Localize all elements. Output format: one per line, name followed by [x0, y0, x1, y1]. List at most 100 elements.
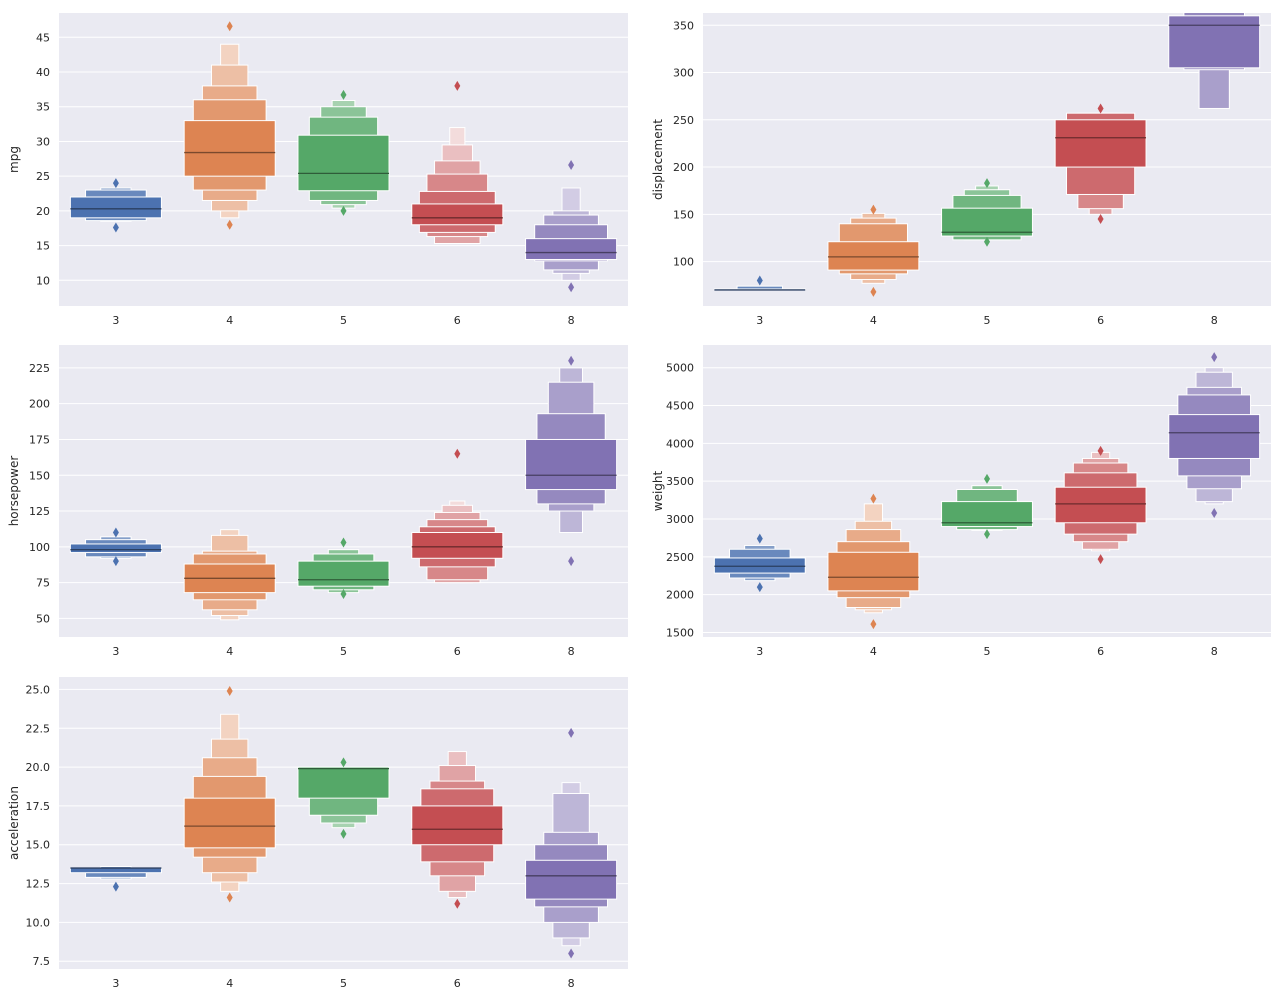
outlier-point: [984, 236, 990, 247]
y-tick-label: 75: [36, 577, 50, 590]
x-tick-label: 4: [226, 645, 233, 658]
boxen-8: [525, 727, 618, 959]
y-tick-label: 300: [673, 67, 694, 80]
outlier-point: [1211, 352, 1218, 363]
y-tick-label: 225: [29, 362, 50, 375]
outlier-point: [568, 948, 575, 959]
boxen-level-1: [297, 134, 390, 192]
boxen-6: [1054, 103, 1147, 225]
x-tick-label: 4: [870, 314, 877, 327]
y-tick-label: 20: [36, 205, 50, 218]
boxen-3: [69, 865, 162, 892]
y-tick-label: 35: [36, 101, 50, 114]
x-tick-label: 6: [454, 314, 461, 327]
outlier-point: [340, 205, 347, 216]
plot-area: [69, 685, 618, 959]
y-tick-label: 350: [673, 19, 694, 32]
y-tick-label: 17.5: [26, 800, 51, 813]
plot-area: [713, 352, 1261, 630]
boxen-level-1: [713, 557, 806, 574]
boxen-3: [69, 178, 162, 233]
outlier-point: [568, 355, 575, 366]
outlier-point: [984, 473, 990, 484]
y-axis-label: weight: [651, 470, 665, 511]
subplot-displacement: 100 150 200 250 300 350 3 4 5 6 8 displacement: [651, 13, 1271, 327]
outlier-point: [870, 619, 877, 630]
boxen-5: [941, 473, 1033, 540]
y-tick-label: 20.0: [26, 761, 51, 774]
outlier-point: [112, 556, 119, 567]
y-axis-label: acceleration: [7, 786, 21, 860]
y-tick-label: 150: [673, 208, 694, 221]
outlier-point: [756, 275, 763, 286]
boxen-3: [713, 275, 806, 291]
y-tick-label: 10.0: [26, 916, 51, 929]
outlier-point: [568, 727, 575, 738]
y-tick-label: 5000: [666, 362, 694, 375]
boxen-8: [525, 355, 618, 567]
y-tick-label: 125: [29, 505, 50, 518]
outlier-point: [340, 757, 347, 768]
y-tick-label: 30: [36, 135, 50, 148]
boxen-level-1: [941, 207, 1033, 237]
outlier-point: [1097, 445, 1104, 456]
outlier-point: [756, 582, 763, 593]
boxen-level-1: [297, 560, 390, 587]
outlier-point: [984, 178, 990, 189]
boxen-level-1: [297, 766, 390, 799]
y-tick-label: 40: [36, 66, 50, 79]
boxen-6: [411, 80, 504, 245]
y-tick-label: 2500: [666, 551, 694, 564]
boxen-4: [183, 529, 276, 621]
boxen-level-1: [1054, 119, 1147, 168]
y-axis-label: horsepower: [7, 456, 21, 527]
boxen-4: [183, 21, 276, 230]
x-tick-label: 6: [454, 645, 461, 658]
outlier-point: [1097, 554, 1104, 565]
x-tick-label: 3: [756, 645, 763, 658]
subplot-acceleration: 7.5 10.0 12.5 15.0 17.5 20.0 22.5 25.0 3 4 5 6 8 acce…: [7, 677, 628, 990]
x-tick-label: 4: [226, 314, 233, 327]
boxen-4: [183, 685, 276, 903]
outlier-point: [340, 589, 347, 600]
plot-area: [69, 355, 618, 621]
x-tick-label: 3: [112, 645, 119, 658]
outlier-point: [454, 898, 461, 909]
y-axis-label: displacement: [651, 119, 665, 200]
boxen-6: [1054, 445, 1147, 565]
x-tick-label: 3: [112, 977, 119, 990]
boxen-level-1: [525, 438, 618, 491]
subplot-weight: 1500 2000 2500 3000 3500 4000 4500 5000 3 4 5 6 8 wei…: [651, 345, 1271, 658]
outlier-point: [1211, 507, 1218, 518]
boxen-6: [411, 448, 504, 584]
y-tick-label: 7.5: [33, 955, 51, 968]
x-tick-label: 5: [340, 977, 347, 990]
subplot-horsepower: 50 75 100 125 150 175 200 225 3 4 5 6 8 horsepower: [7, 345, 628, 658]
x-tick-label: 6: [454, 977, 461, 990]
x-tick-label: 3: [756, 314, 763, 327]
boxen-4: [827, 493, 920, 630]
boxen-8: [1168, 13, 1261, 109]
boxen-5: [297, 757, 390, 839]
y-tick-label: 1500: [666, 626, 694, 639]
x-tick-label: 5: [984, 314, 991, 327]
x-tick-label: 5: [984, 645, 991, 658]
outlier-point: [454, 448, 461, 459]
outlier-point: [340, 89, 347, 100]
plot-area: [713, 13, 1261, 297]
outlier-point: [568, 282, 575, 293]
boxen-level-1: [69, 867, 162, 874]
y-tick-label: 4500: [666, 400, 694, 413]
y-tick-label: 200: [673, 161, 694, 174]
boxen-level-1: [1168, 414, 1261, 459]
y-tick-label: 3000: [666, 513, 694, 526]
y-tick-label: 175: [29, 433, 50, 446]
outlier-point: [226, 892, 233, 903]
outlier-point: [454, 80, 461, 91]
outlier-point: [226, 685, 233, 696]
boxen-level-1: [1168, 15, 1261, 69]
boxen-level-1: [411, 532, 504, 559]
x-tick-label: 3: [112, 314, 119, 327]
